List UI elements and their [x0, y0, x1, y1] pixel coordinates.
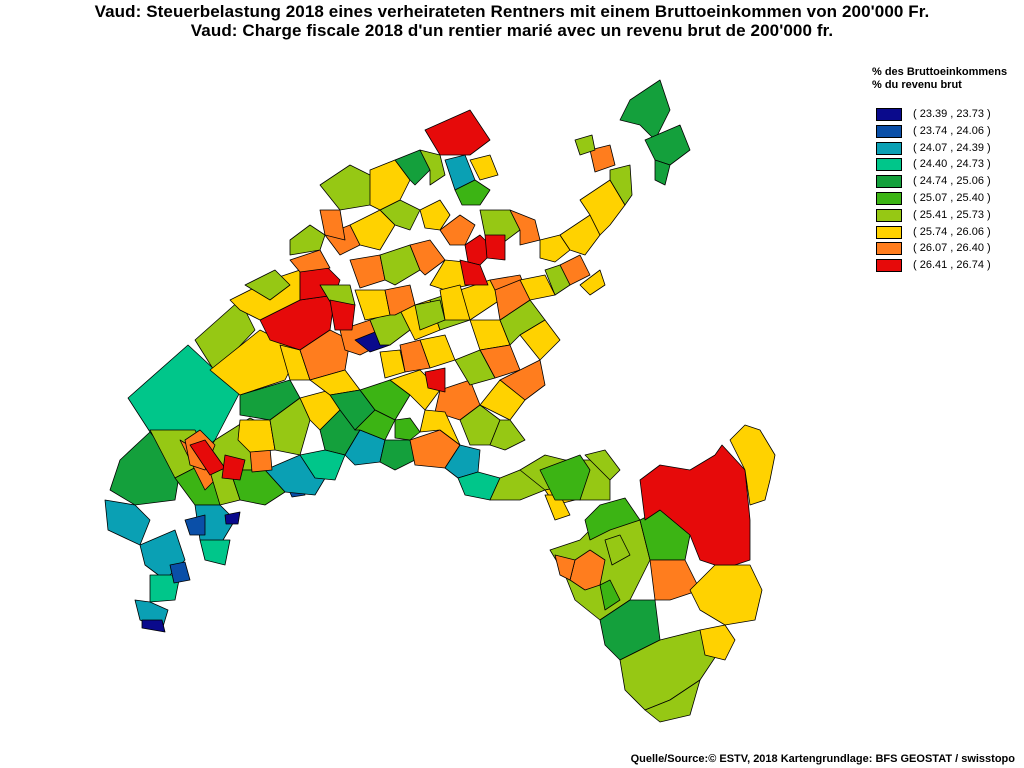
municipality-region	[199, 539, 231, 566]
legend-swatch	[876, 192, 902, 205]
municipality-region	[484, 234, 506, 261]
municipality-region	[299, 449, 346, 481]
municipality-region	[644, 679, 701, 723]
legend-swatch	[876, 242, 902, 256]
municipality-region	[604, 534, 631, 566]
legend-heading-german: % des Bruttoeinkommens	[872, 66, 1008, 78]
municipality-region	[169, 561, 191, 584]
municipality-region	[619, 79, 671, 141]
municipality-region	[519, 319, 561, 361]
legend-label: ( 25.41 , 25.73 )	[913, 208, 991, 221]
municipality-region	[319, 209, 346, 241]
municipality-region	[579, 269, 606, 296]
legend-swatch	[876, 108, 902, 121]
municipality-region	[184, 514, 206, 536]
legend-swatch	[876, 225, 902, 239]
legend-swatch	[876, 124, 902, 138]
municipality-region	[289, 224, 326, 256]
municipality-region	[349, 209, 396, 251]
municipality-region	[237, 419, 276, 453]
municipality-region	[489, 419, 526, 451]
municipality-region	[729, 424, 776, 506]
legend-label: ( 24.40 , 24.73 )	[913, 158, 991, 171]
municipality-region	[599, 579, 621, 611]
legend-label: ( 23.39 , 23.73 )	[913, 108, 991, 120]
municipality-region	[509, 209, 541, 246]
municipality-region	[194, 299, 256, 373]
municipality-region	[424, 367, 446, 393]
municipality-region	[379, 244, 421, 286]
municipality-region	[589, 144, 616, 173]
map-title-german: Vaud: Steuerbelastung 2018 eines verheir…	[94, 2, 930, 21]
municipality-region	[329, 299, 356, 331]
legend-swatch	[876, 259, 902, 273]
municipality-region	[141, 619, 166, 633]
municipality-region	[224, 511, 241, 525]
municipality-region	[494, 279, 531, 321]
municipality-region	[439, 214, 476, 246]
municipality-region	[454, 179, 491, 206]
map-title-french: Vaud: Charge fiscale 2018 d'un rentier m…	[190, 21, 834, 40]
municipality-region	[299, 329, 351, 381]
municipality-region	[439, 284, 471, 321]
municipality-region	[419, 199, 451, 231]
legend-label: ( 26.41 , 26.74 )	[913, 259, 991, 272]
municipality-region	[479, 379, 526, 421]
legend-swatch	[876, 175, 902, 189]
municipality-region	[574, 134, 596, 156]
municipality-region	[444, 444, 481, 479]
municipality-region	[221, 454, 246, 481]
municipality-region	[384, 284, 416, 316]
municipality-region	[149, 574, 181, 603]
legend-label: ( 25.74 , 26.06 )	[913, 225, 991, 238]
municipality-region	[379, 349, 406, 379]
municipality-region	[609, 164, 633, 206]
municipality-region	[699, 624, 736, 661]
municipality-region	[689, 564, 763, 626]
municipality-region	[104, 499, 151, 546]
legend-label: ( 24.74 , 25.06 )	[913, 175, 991, 188]
legend-label: ( 25.07 , 25.40 )	[913, 192, 991, 204]
municipality-region	[544, 264, 571, 296]
legend-swatch	[876, 141, 902, 155]
municipality-region	[409, 239, 446, 276]
legend-label: ( 23.74 , 24.06 )	[913, 124, 991, 137]
municipality-region	[539, 454, 591, 501]
municipality-region	[354, 289, 391, 321]
municipality-region	[469, 154, 499, 181]
municipality-region	[639, 444, 751, 566]
legend-heading-french: % du revenu brut	[872, 79, 962, 91]
municipality-region	[539, 234, 571, 263]
source-credit: Quelle/Source:© ESTV, 2018 Kartengrundla…	[630, 753, 1015, 765]
legend-label: ( 26.07 , 26.40 )	[913, 242, 991, 255]
municipality-region	[419, 149, 446, 186]
municipality-region	[354, 409, 396, 441]
municipality-region	[349, 254, 386, 289]
municipality-region	[654, 159, 671, 186]
municipality-region	[379, 439, 416, 471]
municipality-region	[424, 109, 491, 156]
municipality-region	[459, 259, 489, 286]
municipality-region	[269, 397, 311, 456]
legend-label: ( 24.07 , 24.39 )	[913, 141, 991, 154]
legend-swatch	[876, 208, 902, 222]
municipality-region	[394, 149, 431, 186]
municipality-region	[359, 379, 411, 421]
municipality-region	[454, 349, 496, 386]
municipality-region	[289, 249, 331, 273]
municipality-region	[419, 409, 461, 446]
municipality-region	[244, 269, 291, 301]
municipality-region	[394, 417, 421, 441]
municipality-region	[554, 554, 576, 581]
municipality-region	[559, 214, 601, 256]
municipality-region	[649, 559, 701, 601]
legend-swatch	[876, 158, 902, 172]
municipality-region	[644, 124, 691, 166]
municipality-region	[584, 449, 621, 481]
